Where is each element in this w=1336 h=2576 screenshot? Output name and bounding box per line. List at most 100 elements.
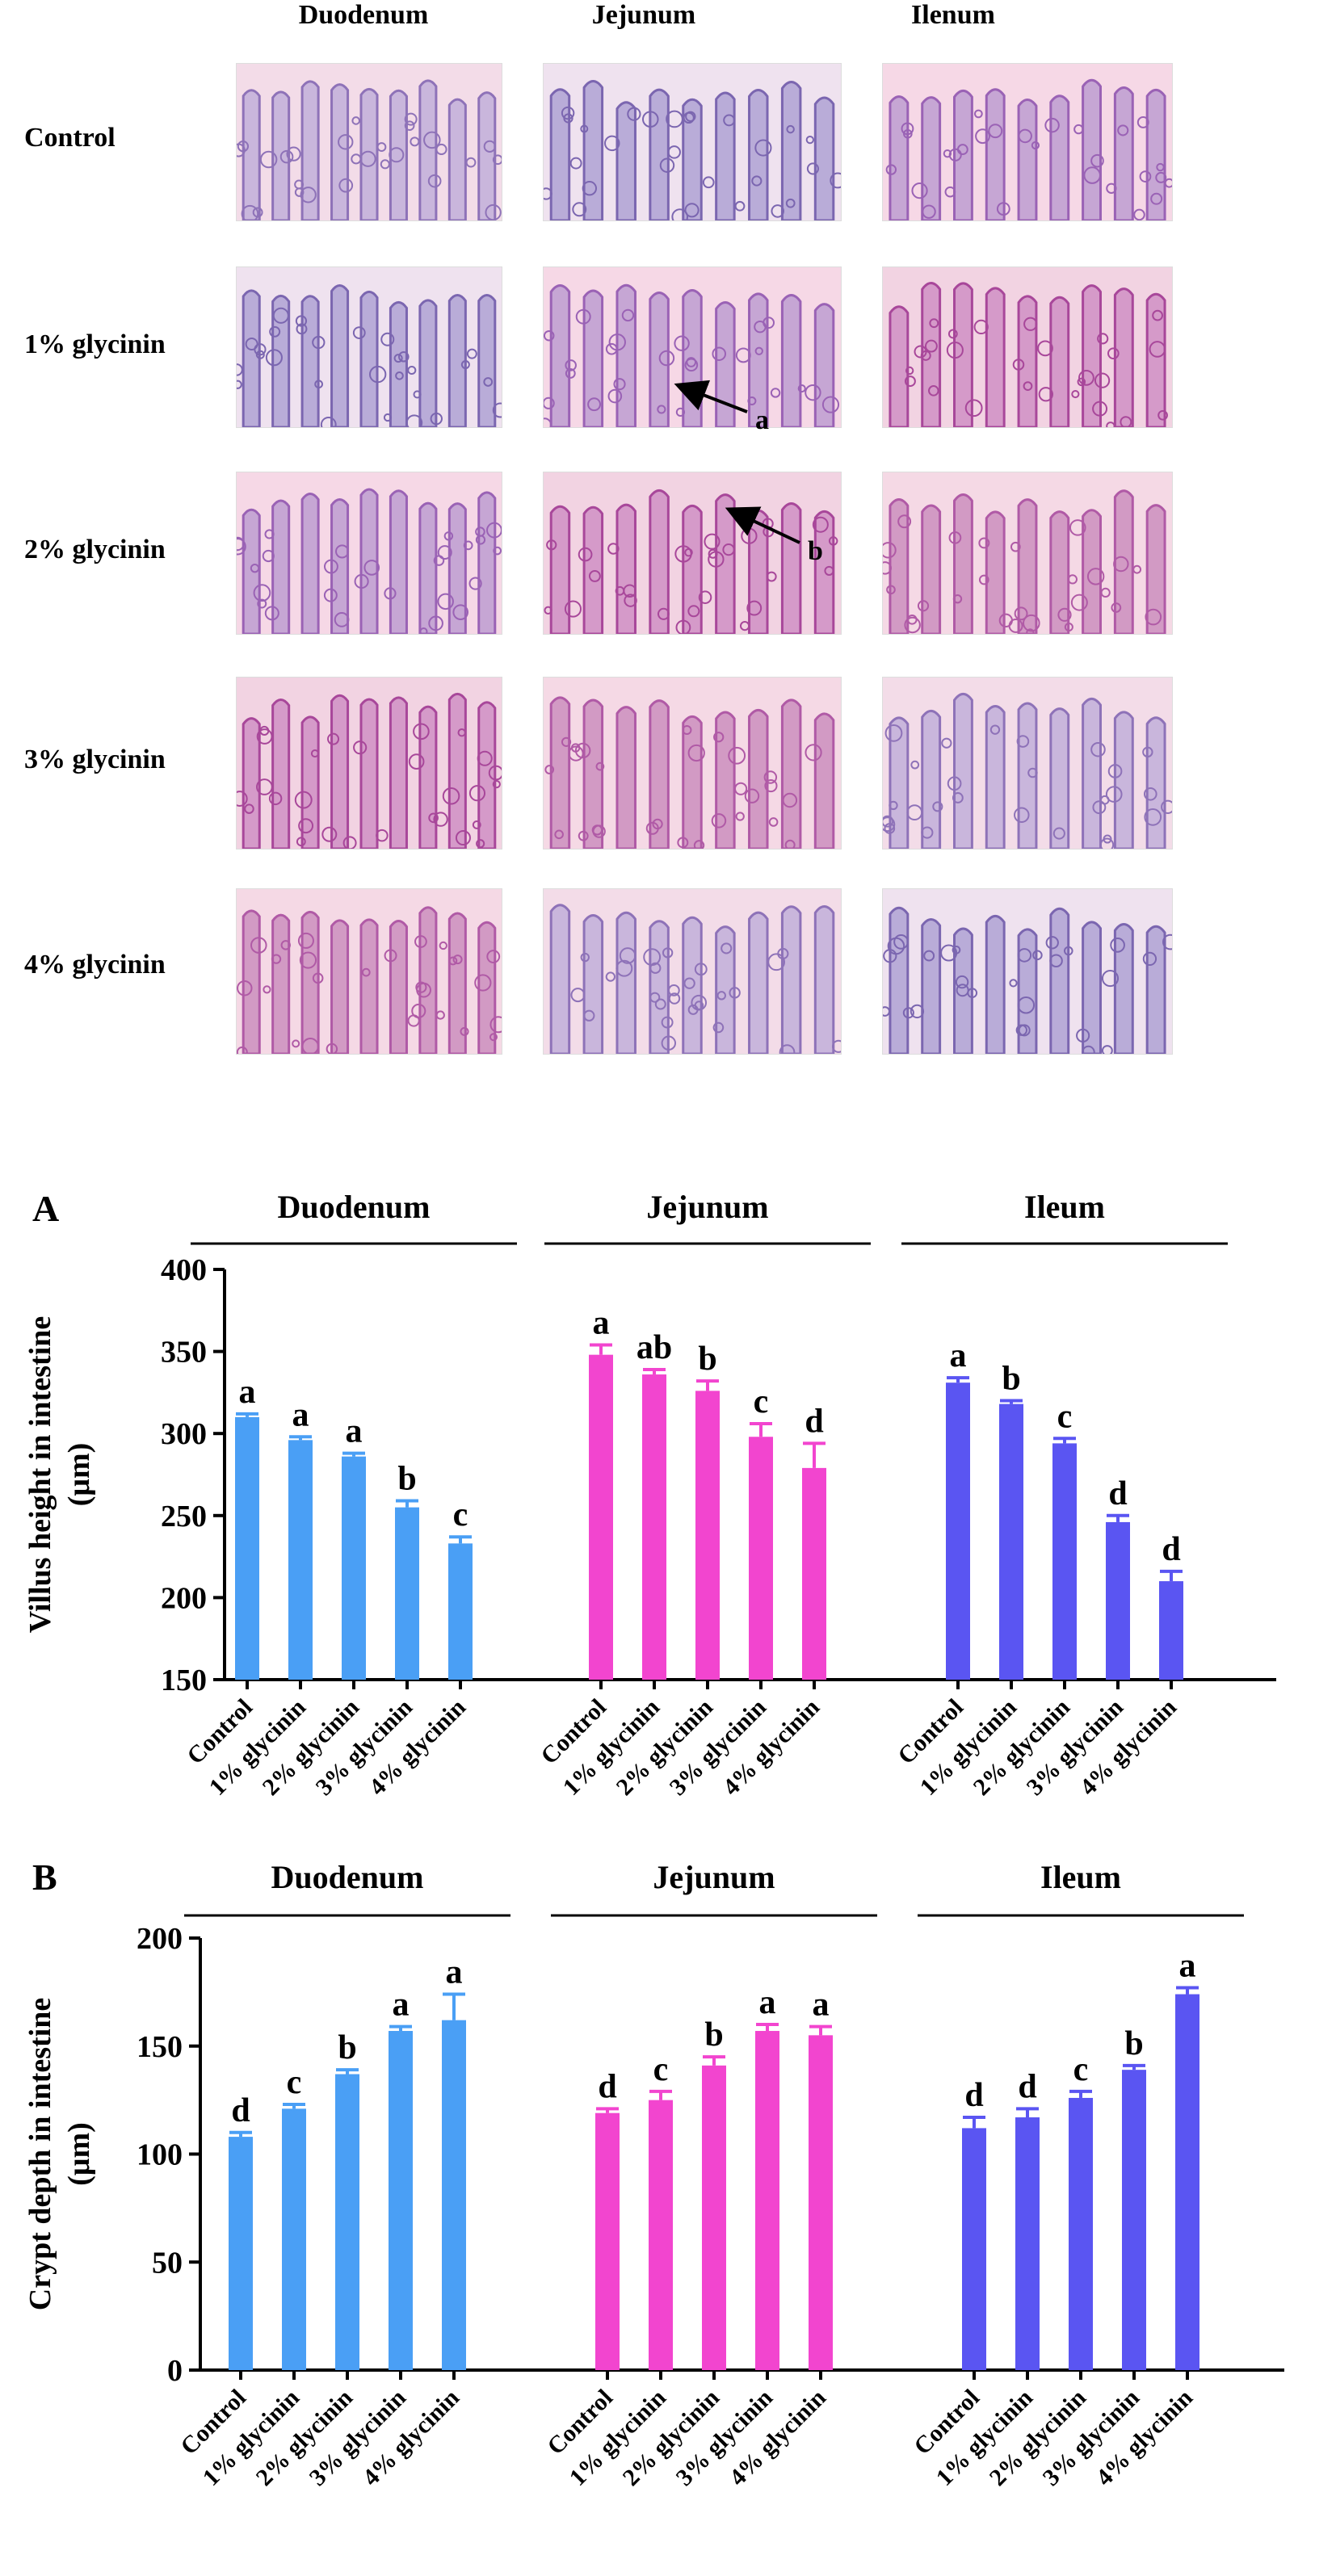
micrograph-image xyxy=(236,63,502,221)
group-heading: Jejunum xyxy=(646,1189,768,1225)
bar xyxy=(1159,1581,1183,1680)
micrograph-image xyxy=(543,63,842,221)
column-heading-jejunum: Jejunum xyxy=(591,0,696,30)
micrograph-image xyxy=(882,888,1173,1055)
significance-letter: d xyxy=(231,2092,250,2129)
panel-label: A xyxy=(32,1188,59,1229)
y-tick-label: 150 xyxy=(161,1663,207,1697)
bar xyxy=(702,2065,726,2370)
significance-letter: d xyxy=(598,2068,616,2105)
micrograph-image xyxy=(882,63,1173,221)
significance-letter: d xyxy=(964,2077,983,2114)
row-heading-4pct: 4% glycinin xyxy=(24,950,166,980)
bar xyxy=(755,2031,779,2370)
bar xyxy=(229,2137,253,2370)
y-tick-label: 200 xyxy=(137,1922,183,1956)
y-tick-label: 300 xyxy=(161,1417,207,1451)
micrograph-image xyxy=(543,472,842,635)
y-tick-label: 200 xyxy=(161,1581,207,1615)
significance-letter: a xyxy=(346,1413,363,1450)
significance-letter: c xyxy=(653,2051,669,2088)
significance-letter: c xyxy=(754,1383,769,1420)
bar xyxy=(1052,1443,1077,1680)
significance-letter: c xyxy=(1057,1398,1073,1435)
arrow-overlay xyxy=(674,380,800,544)
bar xyxy=(235,1416,259,1680)
y-tick-label: 0 xyxy=(167,2354,183,2388)
bar xyxy=(1175,1994,1199,2370)
significance-letter: a xyxy=(239,1374,256,1411)
annotation-b: b xyxy=(808,536,823,566)
chart-villus-height: A Villus height in intestine (μm) 150 200 250… xyxy=(23,1188,1276,1801)
bar xyxy=(999,1403,1023,1680)
bar xyxy=(442,2020,466,2370)
bar xyxy=(448,1543,473,1680)
significance-letter: b xyxy=(1124,2025,1143,2062)
bar xyxy=(946,1382,970,1680)
bar xyxy=(1122,2070,1146,2370)
y-axis-label: Crypt depth in intestine (μm) xyxy=(23,1998,96,2310)
significance-letter: a xyxy=(393,1987,410,2024)
significance-letter: a xyxy=(759,1984,776,2021)
column-heading-ileum: Ilenum xyxy=(911,0,995,30)
arrow-b xyxy=(725,506,800,544)
y-tick-label: 100 xyxy=(137,2138,183,2172)
bar xyxy=(642,1374,666,1680)
group-heading: Ileum xyxy=(1024,1189,1105,1225)
significance-letter: a xyxy=(593,1304,610,1341)
bar xyxy=(389,2031,413,2370)
bar xyxy=(595,2112,620,2370)
panel-label: B xyxy=(32,1856,57,1898)
y-tick-label: 150 xyxy=(137,2030,183,2064)
significance-letter: a xyxy=(292,1396,309,1433)
significance-letter: c xyxy=(453,1496,468,1533)
bar xyxy=(1069,2097,1093,2370)
micrograph-image xyxy=(882,266,1173,428)
row-heading-2pct: 2% glycinin xyxy=(24,535,166,564)
bar xyxy=(1106,1521,1130,1680)
bar xyxy=(395,1507,419,1680)
row-heading-3pct: 3% glycinin xyxy=(24,745,166,774)
annotation-a: a xyxy=(755,405,769,435)
y-tick-label: 250 xyxy=(161,1500,207,1533)
significance-letter: b xyxy=(704,2016,723,2054)
y-axis-label: Villus height in intestine (μm) xyxy=(23,1316,96,1633)
significance-letter: a xyxy=(950,1337,967,1374)
column-heading-duodenum: Duodenum xyxy=(298,0,429,30)
micrograph-image xyxy=(543,677,842,850)
significance-letter: d xyxy=(1108,1475,1127,1512)
group-heading: Duodenum xyxy=(278,1189,431,1225)
significance-letter: a xyxy=(1179,1948,1196,1985)
bar xyxy=(749,1437,773,1680)
bar xyxy=(649,2100,673,2370)
micrograph-image xyxy=(882,677,1173,850)
y-tick-label: 400 xyxy=(161,1253,207,1287)
row-heading-1pct: 1% glycinin xyxy=(24,329,166,359)
bar xyxy=(589,1354,613,1680)
significance-letter: a xyxy=(813,1987,830,2024)
bar xyxy=(1015,2117,1040,2370)
group-heading: Jejunum xyxy=(653,1859,775,1895)
significance-letter: b xyxy=(1002,1361,1020,1398)
group-heading: Ileum xyxy=(1040,1859,1121,1895)
significance-letter: d xyxy=(1162,1531,1180,1568)
row-heading-control: Control xyxy=(24,123,116,153)
micrograph-image xyxy=(882,472,1173,635)
significance-letter: b xyxy=(397,1461,416,1498)
chart-crypt-depth: B Crypt depth in intestine (μm) 0 50 100 150 20… xyxy=(23,1856,1284,2491)
bar xyxy=(342,1456,366,1680)
y-tick-label: 50 xyxy=(152,2246,183,2280)
group-heading: Duodenum xyxy=(271,1859,424,1895)
bar xyxy=(335,2074,359,2370)
micrograph-image xyxy=(236,472,502,635)
significance-letter: b xyxy=(698,1340,716,1378)
arrow-a xyxy=(674,380,748,413)
micrograph-image xyxy=(543,266,842,428)
y-tick-label: 350 xyxy=(161,1336,207,1370)
bar xyxy=(802,1467,826,1680)
bar xyxy=(695,1391,720,1680)
micrograph-image xyxy=(236,888,502,1055)
significance-letter: c xyxy=(1073,2051,1089,2088)
micrograph-image xyxy=(543,888,842,1055)
significance-letter: c xyxy=(287,2064,302,2101)
